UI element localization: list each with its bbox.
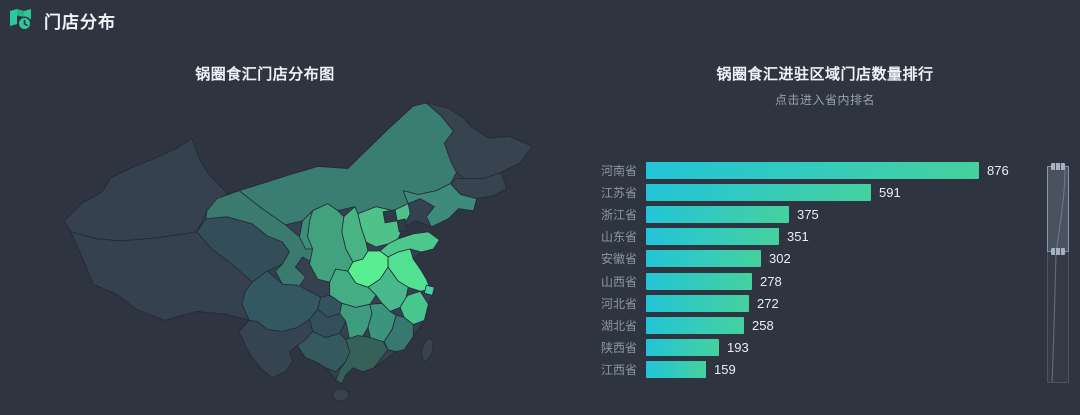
bar-value-label: 272 bbox=[757, 295, 779, 311]
bar-row: 江西省 159 bbox=[557, 360, 1027, 378]
bar[interactable] bbox=[646, 338, 719, 356]
province-beijing[interactable] bbox=[382, 209, 398, 224]
province-yunnan[interactable] bbox=[238, 319, 313, 379]
bar-category-label[interactable]: 河南省 bbox=[600, 164, 637, 178]
province-tianjin[interactable] bbox=[396, 218, 408, 233]
bar-row: 湖北省 258 bbox=[557, 316, 1027, 334]
bar-category-label[interactable]: 河北省 bbox=[600, 296, 637, 311]
bar-value-label: 193 bbox=[727, 339, 749, 355]
bar-row: 山西省 278 bbox=[557, 272, 1027, 290]
datazoom-shadow-curve bbox=[1051, 168, 1066, 383]
ranking-bar-chart: 河南省 876 江苏省 591 浙江省 375 山东省 351 安徽省 302 山西省 278 河北省 2… bbox=[557, 162, 1027, 378]
province-guangxi[interactable] bbox=[297, 331, 351, 373]
bar-row: 江苏省 591 bbox=[557, 184, 1027, 202]
province-fujian[interactable] bbox=[383, 314, 414, 353]
map-clock-icon bbox=[10, 9, 32, 31]
bar-track: 159 bbox=[646, 360, 1027, 378]
datazoom-handle-top[interactable] bbox=[1051, 163, 1065, 170]
map-panel-title: 锅圈食汇门店分布图 bbox=[195, 66, 335, 83]
bar[interactable] bbox=[646, 316, 744, 334]
bar-track: 302 bbox=[646, 250, 1027, 268]
bar-track: 193 bbox=[646, 338, 1027, 356]
datazoom-handle-bottom[interactable] bbox=[1051, 248, 1065, 255]
bar-value-label: 375 bbox=[797, 207, 819, 223]
bar-row: 河北省 272 bbox=[557, 294, 1027, 312]
bar-row: 浙江省 375 bbox=[557, 206, 1027, 224]
bar[interactable] bbox=[646, 228, 779, 246]
page-title: 门店分布 bbox=[44, 12, 116, 32]
china-choropleth-map bbox=[63, 102, 533, 402]
bar[interactable] bbox=[646, 162, 979, 179]
bar-category-label[interactable]: 湖北省 bbox=[600, 318, 637, 333]
province-taiwan[interactable] bbox=[420, 338, 435, 362]
province-liaoning[interactable] bbox=[402, 183, 478, 228]
bar[interactable] bbox=[646, 184, 871, 202]
bar-track: 591 bbox=[646, 184, 1027, 202]
bar-track: 351 bbox=[646, 228, 1027, 246]
bar-value-label: 159 bbox=[714, 361, 736, 377]
bar[interactable] bbox=[646, 250, 761, 268]
bar-category-label[interactable]: 山西省 bbox=[600, 274, 637, 289]
bar-category-label[interactable]: 陕西省 bbox=[600, 340, 637, 355]
bar-row: 河南省 876 bbox=[557, 162, 1027, 179]
ranking-panel-title: 锅圈食汇进驻区域门店数量排行 bbox=[716, 66, 934, 83]
bar-track: 876 bbox=[646, 162, 1027, 179]
bar-track: 375 bbox=[646, 206, 1027, 224]
ranking-panel-subtitle: 点击进入省内排名 bbox=[774, 93, 875, 107]
datazoom-window[interactable] bbox=[1047, 163, 1069, 255]
datazoom-slider-track[interactable] bbox=[1047, 163, 1069, 383]
bar-value-label: 351 bbox=[787, 229, 809, 245]
bar-row: 陕西省 193 bbox=[557, 338, 1027, 356]
bar-track: 278 bbox=[646, 272, 1027, 290]
bar-track: 258 bbox=[646, 316, 1027, 334]
bar-value-label: 278 bbox=[760, 273, 782, 289]
province-shanghai[interactable] bbox=[423, 284, 435, 296]
bar-category-label[interactable]: 浙江省 bbox=[600, 208, 637, 223]
bar[interactable] bbox=[646, 360, 706, 378]
bar[interactable] bbox=[646, 272, 752, 290]
bar-value-label: 258 bbox=[752, 317, 774, 333]
bar-row: 山东省 351 bbox=[557, 228, 1027, 246]
bar-value-label: 302 bbox=[769, 251, 791, 267]
bar-track: 272 bbox=[646, 294, 1027, 312]
bar[interactable] bbox=[646, 294, 749, 312]
bar-category-label[interactable]: 江西省 bbox=[600, 362, 637, 377]
bar-value-label: 876 bbox=[987, 163, 1009, 178]
province-ningxia[interactable] bbox=[299, 210, 313, 250]
bar-category-label[interactable]: 山东省 bbox=[600, 230, 637, 245]
bar-value-label: 591 bbox=[879, 185, 901, 201]
bar-category-label[interactable]: 江苏省 bbox=[600, 186, 637, 201]
bar[interactable] bbox=[646, 206, 789, 224]
app-header: 门店分布 bbox=[8, 7, 116, 33]
province-hunan[interactable] bbox=[339, 302, 373, 341]
bar-category-label[interactable]: 安徽省 bbox=[600, 252, 637, 267]
bar-row: 安徽省 302 bbox=[557, 250, 1027, 268]
province-guangdong[interactable] bbox=[335, 335, 389, 385]
province-hainan[interactable] bbox=[332, 388, 350, 402]
